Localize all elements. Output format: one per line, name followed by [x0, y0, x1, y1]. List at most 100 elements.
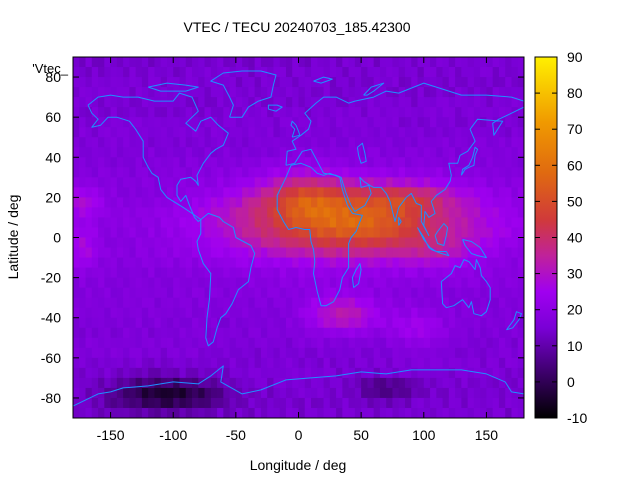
heatmap-cell [398, 147, 406, 158]
heatmap-cell [411, 317, 419, 329]
heatmap-cell [323, 357, 331, 369]
heatmap-cell [248, 67, 256, 78]
heatmap-cell [317, 387, 325, 399]
heatmap-cell [260, 267, 268, 279]
heatmap-cell [361, 307, 368, 319]
heatmap-cell [135, 367, 143, 379]
heatmap-cell [304, 117, 312, 128]
heatmap-cell [398, 257, 406, 269]
heatmap-cell [267, 77, 275, 88]
heatmap-cell [154, 357, 162, 369]
heatmap-cell [154, 137, 162, 148]
heatmap-cell [166, 237, 174, 249]
heatmap-cell [354, 127, 362, 138]
heatmap-cell [217, 87, 224, 98]
heatmap-cell [98, 227, 105, 239]
heatmap-cell [273, 347, 281, 359]
heatmap-cell [79, 137, 87, 148]
heatmap-cell [436, 157, 444, 168]
heatmap-cell [166, 327, 174, 339]
heatmap-cell [455, 157, 462, 168]
heatmap-cell [267, 137, 275, 148]
heatmap-cell [492, 57, 500, 68]
heatmap-cell [116, 137, 124, 148]
heatmap-cell [298, 247, 306, 259]
heatmap-cell [98, 67, 105, 78]
heatmap-cell [367, 147, 375, 158]
heatmap-cell [160, 107, 168, 118]
heatmap-cell [223, 267, 231, 279]
heatmap-cell [79, 307, 87, 319]
heatmap-cell [123, 57, 130, 68]
heatmap-cell [204, 277, 212, 289]
heatmap-cell [486, 257, 494, 269]
heatmap-cell [91, 257, 99, 269]
heatmap-cell [267, 147, 275, 158]
heatmap-cell [423, 177, 431, 188]
heatmap-cell [198, 177, 206, 188]
heatmap-cell [185, 147, 193, 158]
heatmap-cell [248, 407, 256, 418]
heatmap-cell [292, 287, 300, 299]
heatmap-cell [386, 117, 394, 128]
heatmap-cell [473, 327, 481, 339]
heatmap-cell [116, 167, 124, 178]
heatmap-cell [329, 397, 337, 409]
heatmap-cell [517, 337, 524, 349]
heatmap-cell [304, 207, 312, 219]
heatmap-cell [480, 227, 488, 239]
heatmap-cell [430, 367, 437, 379]
heatmap-cell [267, 317, 275, 329]
heatmap-cell [160, 397, 168, 409]
heatmap-cell [304, 337, 312, 349]
heatmap-cell [91, 87, 99, 98]
heatmap-cell [348, 87, 356, 98]
heatmap-cell [398, 107, 406, 118]
heatmap-cell [204, 297, 212, 309]
heatmap-cell [473, 267, 481, 279]
heatmap-cell [298, 207, 306, 219]
heatmap-cell [304, 367, 312, 379]
heatmap-cell [235, 277, 243, 289]
heatmap-cell [317, 97, 325, 108]
heatmap-cell [486, 397, 494, 409]
heatmap-cell [329, 307, 337, 319]
heatmap-cell [285, 137, 293, 148]
heatmap-cell [480, 97, 488, 108]
heatmap-cell [323, 167, 331, 178]
heatmap-cell [192, 157, 199, 168]
heatmap-cell [166, 97, 174, 108]
heatmap-cell [173, 237, 181, 249]
heatmap-cell [154, 187, 162, 198]
heatmap-cell [148, 357, 156, 369]
heatmap-cell [492, 317, 500, 329]
heatmap-cell [204, 77, 212, 88]
heatmap-cell [511, 357, 519, 369]
heatmap-cell [379, 207, 387, 219]
heatmap-cell [367, 217, 375, 229]
heatmap-cell [404, 267, 412, 279]
heatmap-cell [492, 407, 500, 418]
heatmap-cell [304, 257, 312, 269]
heatmap-cell [198, 237, 206, 249]
heatmap-cell [342, 337, 350, 349]
heatmap-cell [480, 267, 488, 279]
heatmap-cell [148, 107, 156, 118]
heatmap-cell [229, 177, 237, 188]
heatmap-cell [492, 207, 500, 219]
heatmap-cell [279, 167, 287, 178]
heatmap-cell [498, 97, 506, 108]
heatmap-cell [373, 337, 381, 349]
heatmap-cell [311, 277, 318, 289]
heatmap-cell [461, 347, 469, 359]
heatmap-cell [511, 347, 519, 359]
heatmap-cell [110, 67, 118, 78]
heatmap-cell [273, 387, 281, 399]
heatmap-cell [79, 57, 87, 68]
heatmap-cell [317, 67, 325, 78]
heatmap-cell [235, 147, 243, 158]
heatmap-cell [148, 377, 156, 389]
heatmap-cell [311, 57, 318, 68]
heatmap-cell [354, 327, 362, 339]
heatmap-cell [141, 197, 149, 209]
